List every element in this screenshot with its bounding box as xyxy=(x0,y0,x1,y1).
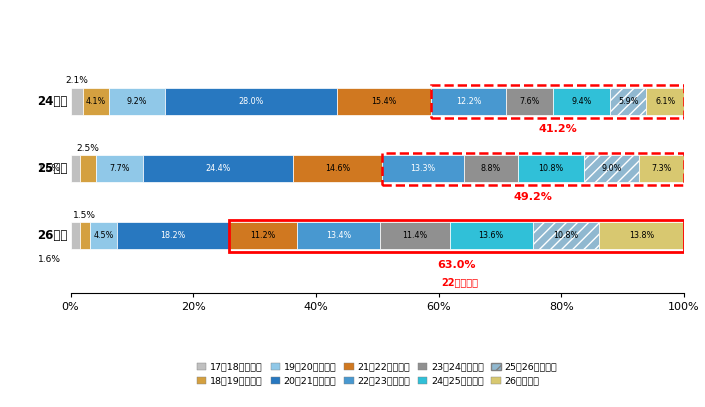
Bar xyxy=(117,223,228,249)
Bar xyxy=(293,155,382,182)
Text: 13.6%: 13.6% xyxy=(479,232,504,241)
Bar xyxy=(646,88,684,115)
Bar xyxy=(599,223,684,249)
Legend: 17～18万円未満, 18～19万円未満, 19～20万円未満, 20～21万円未満, 21～22万円未満, 22～23万円未満, 23～24万円未満, 24～: 17～18万円未満, 18～19万円未満, 19～20万円未満, 20～21万円… xyxy=(197,363,558,385)
Bar xyxy=(165,88,337,115)
Text: 25年卒: 25年卒 xyxy=(37,162,68,175)
Bar xyxy=(382,153,684,185)
Text: 就職する際、最低限ほしいと思う初任給の額はどれくらいか（単一回答）: 就職する際、最低限ほしいと思う初任給の額はどれくらいか（単一回答） xyxy=(214,18,491,31)
Text: 4.5%: 4.5% xyxy=(93,232,114,241)
Bar xyxy=(228,220,684,252)
Bar xyxy=(431,88,506,115)
Text: 9.4%: 9.4% xyxy=(571,97,591,106)
Bar xyxy=(298,223,379,249)
Text: 7.7%: 7.7% xyxy=(109,164,130,173)
Text: 1.6%: 1.6% xyxy=(38,164,61,173)
Text: 1.5%: 1.5% xyxy=(73,211,97,220)
Bar xyxy=(533,223,599,249)
Text: 9.0%: 9.0% xyxy=(601,164,622,173)
Bar xyxy=(431,85,684,118)
Bar xyxy=(553,88,611,115)
Bar xyxy=(382,155,464,182)
Text: 9.2%: 9.2% xyxy=(126,97,147,106)
Text: 13.8%: 13.8% xyxy=(629,232,654,241)
Text: 41.2%: 41.2% xyxy=(538,124,577,134)
Bar xyxy=(70,88,83,115)
Bar xyxy=(584,155,639,182)
Text: 22万円以上: 22万円以上 xyxy=(441,278,479,288)
Bar xyxy=(379,223,450,249)
Text: 4.1%: 4.1% xyxy=(86,97,106,106)
Text: 2.1%: 2.1% xyxy=(66,76,88,85)
Bar xyxy=(90,223,117,249)
Bar xyxy=(517,155,584,182)
Bar xyxy=(80,155,96,182)
Bar xyxy=(639,155,684,182)
Text: 18.2%: 18.2% xyxy=(160,232,185,241)
Text: 28.0%: 28.0% xyxy=(238,97,264,106)
Text: 10.8%: 10.8% xyxy=(538,164,563,173)
Bar xyxy=(96,155,143,182)
Bar xyxy=(109,88,165,115)
Text: 10.8%: 10.8% xyxy=(553,232,579,241)
Bar xyxy=(506,88,553,115)
Bar xyxy=(143,155,293,182)
Bar xyxy=(70,223,80,249)
Bar xyxy=(83,88,109,115)
Bar xyxy=(464,155,517,182)
Bar xyxy=(80,223,90,249)
Text: 6.1%: 6.1% xyxy=(655,97,675,106)
Text: 49.2%: 49.2% xyxy=(513,192,553,201)
Text: 7.6%: 7.6% xyxy=(519,97,539,106)
Text: 15.4%: 15.4% xyxy=(372,97,397,106)
Text: 11.2%: 11.2% xyxy=(250,232,276,241)
Bar xyxy=(611,88,646,115)
Text: 24.4%: 24.4% xyxy=(205,164,231,173)
Text: 11.4%: 11.4% xyxy=(402,232,427,241)
Text: 12.2%: 12.2% xyxy=(456,97,482,106)
Text: 63.0%: 63.0% xyxy=(437,260,476,270)
Text: 2.5%: 2.5% xyxy=(77,144,99,153)
Text: 8.8%: 8.8% xyxy=(481,164,501,173)
Text: 13.3%: 13.3% xyxy=(410,164,436,173)
Text: 7.3%: 7.3% xyxy=(651,164,672,173)
Text: 1.6%: 1.6% xyxy=(38,255,61,264)
Text: 13.4%: 13.4% xyxy=(326,232,351,241)
Bar xyxy=(450,223,533,249)
Text: 24年卒: 24年卒 xyxy=(37,95,68,108)
Text: 5.9%: 5.9% xyxy=(618,97,639,106)
Bar xyxy=(337,88,431,115)
Bar xyxy=(70,155,80,182)
Text: 14.6%: 14.6% xyxy=(325,164,350,173)
Text: 26年卒: 26年卒 xyxy=(37,230,68,243)
Bar xyxy=(228,223,298,249)
